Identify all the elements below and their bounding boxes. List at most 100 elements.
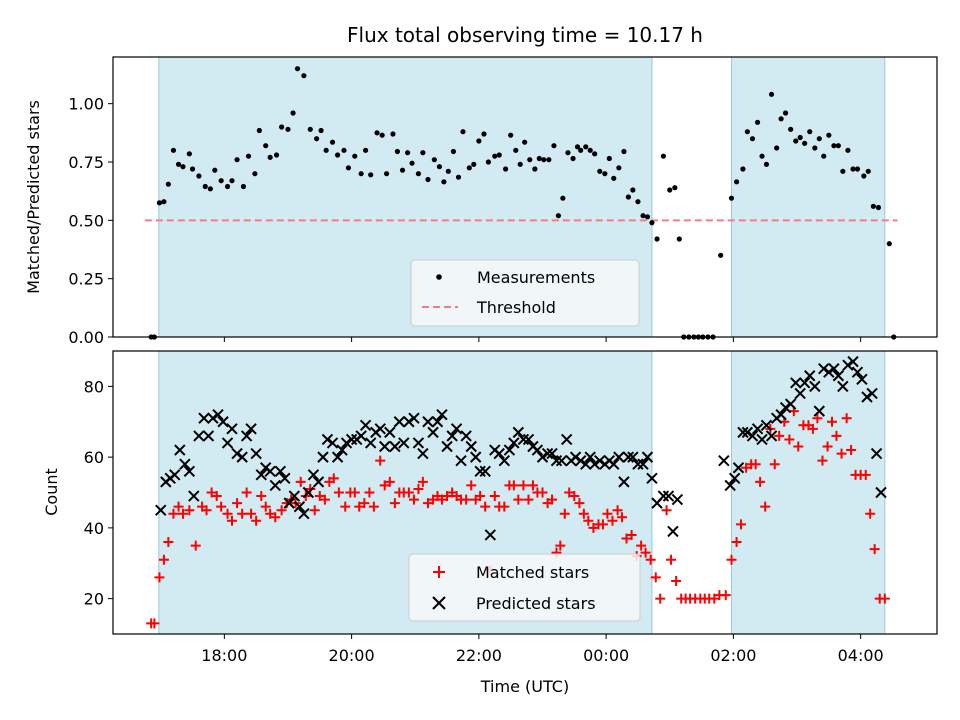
matched-star-point xyxy=(489,491,500,502)
measurement-point xyxy=(744,129,750,135)
bottom-legend-box xyxy=(408,553,641,622)
matched-star-point xyxy=(436,494,447,505)
measurement-point xyxy=(592,151,598,157)
matched-star-point xyxy=(518,480,529,491)
measurement-point xyxy=(782,110,789,116)
measurement-point xyxy=(307,126,313,132)
measurement-point xyxy=(374,130,380,136)
measurement-point xyxy=(768,91,775,97)
measurement-point xyxy=(807,129,813,135)
predicted-star-point xyxy=(541,447,554,460)
measurement-point xyxy=(161,199,167,205)
top-y-tick-label: 0.00 xyxy=(68,328,104,347)
measurement-point xyxy=(536,155,542,162)
predicted-star-point xyxy=(646,472,658,485)
measurement-point xyxy=(379,132,385,138)
measurement-point xyxy=(587,147,593,153)
predicted-star-point xyxy=(179,458,191,470)
measurement-point xyxy=(532,166,538,172)
measurement-point xyxy=(212,167,218,173)
predicted-star-point xyxy=(724,479,736,492)
matched-star-point xyxy=(617,512,628,523)
predicted-star-point xyxy=(193,430,205,442)
measurement-point xyxy=(335,152,341,158)
measurement-point xyxy=(384,171,390,177)
predicted-star-point xyxy=(622,451,635,463)
measurement-point xyxy=(492,153,498,159)
predicted-star-point xyxy=(856,373,868,386)
predicted-star-point xyxy=(169,469,181,481)
top-legend-box xyxy=(410,259,640,327)
predicted-star-point xyxy=(231,447,243,460)
predicted-star-point xyxy=(183,465,196,477)
matched-star-point xyxy=(812,413,823,424)
predicted-star-point xyxy=(422,416,434,428)
matched-star-point xyxy=(375,455,386,466)
top-y-axis-ticks: 0.00 0.25 0.50 0.75 1.00 xyxy=(68,95,113,347)
matched-star-point xyxy=(621,533,632,544)
predicted-star-point xyxy=(450,423,463,435)
predicted-star-point xyxy=(851,366,864,378)
predicted-star-point xyxy=(618,476,630,488)
matched-star-point xyxy=(709,593,720,604)
top-y-axis-label: Matched/Predicted stars xyxy=(24,100,43,294)
predicted-star-point xyxy=(756,433,768,446)
matched-star-point xyxy=(784,434,795,445)
predicted-stars-points xyxy=(155,355,887,541)
matched-star-point xyxy=(237,508,248,519)
predicted-star-point xyxy=(517,433,530,446)
predicted-star-point xyxy=(794,387,806,400)
measurement-point xyxy=(754,119,761,125)
measurement-point xyxy=(583,144,589,150)
measurement-point xyxy=(749,136,756,142)
predicted-star-point xyxy=(389,440,401,453)
matched-star-point xyxy=(626,529,637,540)
matched-star-point xyxy=(655,593,666,604)
measurement-point xyxy=(420,150,426,156)
matched-star-point xyxy=(158,554,169,565)
measurement-point xyxy=(196,173,202,179)
measurement-point xyxy=(279,124,285,130)
bottom-y-tick-label: 40 xyxy=(84,519,104,538)
legend-matched-marker xyxy=(433,566,445,578)
predicted-star-point xyxy=(775,408,787,421)
measurement-point xyxy=(485,159,492,165)
predicted-star-point xyxy=(355,430,367,442)
measurement-point xyxy=(570,155,576,162)
predicted-star-point xyxy=(326,437,339,449)
predicted-star-point xyxy=(384,426,396,439)
predicted-star-point xyxy=(340,437,353,449)
predicted-star-point xyxy=(236,451,248,463)
measurement-point xyxy=(301,73,307,79)
predicted-star-point xyxy=(408,412,420,424)
matched-star-point xyxy=(190,540,201,551)
matched-star-point xyxy=(408,494,419,505)
measurement-point xyxy=(816,136,822,142)
measurement-point xyxy=(654,236,660,242)
matched-star-point xyxy=(163,537,174,548)
measurement-point xyxy=(611,175,617,181)
predicted-star-point xyxy=(662,490,675,502)
matched-star-point xyxy=(741,462,752,473)
measurement-point xyxy=(854,166,861,172)
predicted-star-point xyxy=(594,454,606,467)
predicted-star-point xyxy=(588,458,601,470)
predicted-star-point xyxy=(746,430,759,442)
measurement-point xyxy=(802,140,808,146)
predicted-star-point xyxy=(641,451,654,463)
matched-star-point xyxy=(251,515,262,526)
predicted-star-point xyxy=(823,366,835,378)
bottom-x-tick-label: 22:00 xyxy=(456,646,502,665)
bottom-panel-frame xyxy=(112,350,938,635)
measurement-point xyxy=(728,195,735,201)
measurement-point xyxy=(405,150,411,156)
measurement-point xyxy=(886,241,892,247)
matched-star-point xyxy=(499,501,510,512)
matched-star-point xyxy=(442,491,453,502)
measurement-point xyxy=(861,173,867,179)
matched-star-point xyxy=(836,448,847,459)
predicted-star-point xyxy=(479,465,491,477)
matched-star-point xyxy=(793,441,804,452)
predicted-star-point xyxy=(364,437,377,449)
